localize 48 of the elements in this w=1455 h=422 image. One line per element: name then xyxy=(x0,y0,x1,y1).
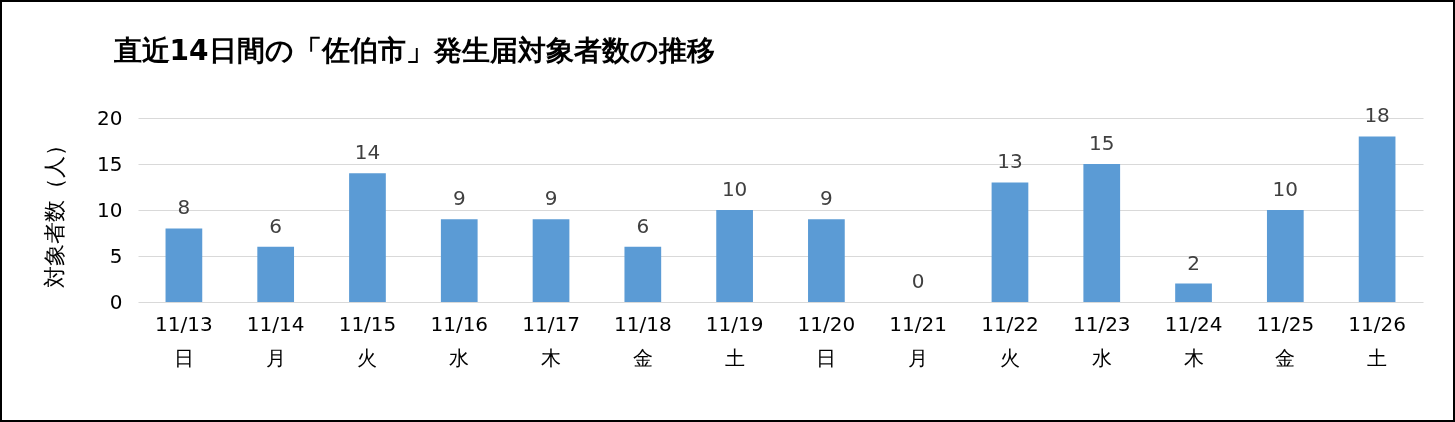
data-label: 0 xyxy=(911,269,925,293)
data-label: 9 xyxy=(452,186,466,211)
x-tick-label: 11/25 金 xyxy=(1256,311,1315,370)
x-tick-label: 11/17 木 xyxy=(522,311,580,370)
x-tick-label: 11/21 月 xyxy=(889,311,947,370)
x-tick-label: 11/15 火 xyxy=(338,311,397,370)
bar xyxy=(440,219,478,302)
x-tick-label: 11/16 水 xyxy=(430,311,489,370)
bar xyxy=(808,219,845,302)
bar xyxy=(624,246,662,302)
x-tick-label: 11/23 水 xyxy=(1072,311,1131,370)
x-tick-label: 11/26 土 xyxy=(1348,311,1406,370)
y-tick-label: 0 xyxy=(109,289,123,314)
data-label: 6 xyxy=(636,213,650,238)
data-label: 10 xyxy=(721,177,748,201)
data-label: 18 xyxy=(1364,103,1390,128)
data-label: 6 xyxy=(269,213,283,238)
chart-title: 直近14日間の「佐伯市」発生届対象者数の推移 xyxy=(112,34,715,68)
data-label: 10 xyxy=(1272,177,1299,201)
y-tick-label: 10 xyxy=(97,197,123,222)
data-label: 9 xyxy=(544,186,558,211)
x-tick-label: 11/22 火 xyxy=(981,311,1039,370)
y-axis-title: 対象者数（人） xyxy=(42,133,68,288)
x-tick-label: 11/13 日 xyxy=(155,311,213,370)
bar xyxy=(1083,164,1121,302)
y-tick-label: 15 xyxy=(97,151,123,176)
bar xyxy=(532,219,570,302)
y-tick-label: 5 xyxy=(109,243,123,268)
bar xyxy=(1175,283,1212,302)
bar xyxy=(716,210,753,302)
x-tick-label: 11/20 日 xyxy=(797,311,856,370)
x-tick-label: 11/19 土 xyxy=(705,311,764,370)
y-tick-label: 20 xyxy=(97,105,123,130)
bar xyxy=(165,228,203,302)
bar xyxy=(991,182,1029,302)
x-tick-label: 11/24 木 xyxy=(1164,311,1223,370)
x-tick-label: 11/14 月 xyxy=(246,311,305,370)
bar xyxy=(349,173,386,302)
data-label: 8 xyxy=(177,195,191,220)
x-tick-label: 11/18 金 xyxy=(614,311,672,370)
data-label: 2 xyxy=(1187,250,1200,275)
data-label: 14 xyxy=(354,140,381,165)
bar xyxy=(1266,210,1304,302)
bar xyxy=(1358,136,1396,302)
data-label: 13 xyxy=(997,149,1023,174)
data-label: 15 xyxy=(1089,131,1115,155)
bar xyxy=(257,246,295,302)
data-label: 9 xyxy=(820,186,833,211)
